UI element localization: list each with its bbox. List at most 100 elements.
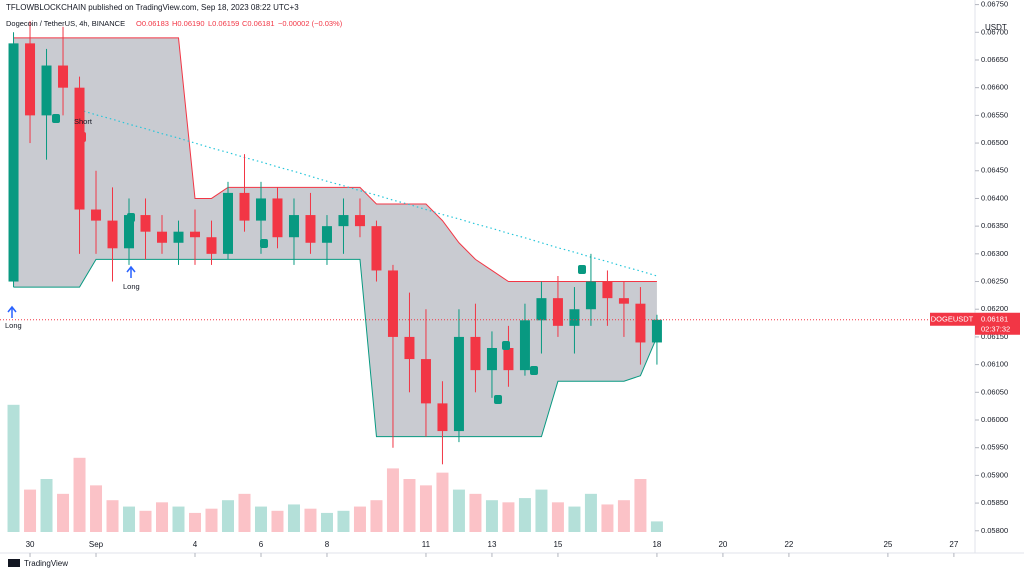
- volume-bar: [40, 479, 53, 532]
- logo: [8, 559, 20, 567]
- symbol: Dogecoin / TetherUS, 4h, BINANCE: [6, 19, 125, 28]
- volume-bar: [172, 506, 185, 532]
- volume-bar: [287, 504, 300, 532]
- long-arrow: [126, 265, 136, 278]
- x-tick-label: 6: [259, 540, 264, 549]
- candle-body: [222, 192, 233, 254]
- band-area: [13, 37, 657, 437]
- candle-body: [519, 320, 530, 371]
- volume-bar: [386, 468, 399, 532]
- plot: [7, 21, 663, 532]
- x-tick-label: 20: [718, 540, 727, 549]
- candle-body: [569, 309, 580, 326]
- volume-bar: [90, 485, 103, 532]
- candle-body: [140, 215, 151, 232]
- candle-body: [503, 347, 514, 371]
- x-tick-label: 22: [784, 540, 793, 549]
- y-tick-label: 0.06700: [981, 27, 1008, 36]
- candle-body: [91, 209, 102, 221]
- candle-body: [354, 215, 365, 227]
- x-tick-label: 25: [883, 540, 892, 549]
- volume-bar: [518, 498, 531, 532]
- long-label: Long: [5, 321, 22, 330]
- y-tick-label: 0.06100: [981, 360, 1008, 369]
- band-lower: [13, 258, 658, 438]
- short-marker: [77, 132, 86, 142]
- volume-bar: [221, 500, 234, 532]
- volume-bar: [57, 493, 70, 532]
- candle-body: [387, 270, 398, 337]
- y-tick-label: 0.06450: [981, 166, 1008, 175]
- ohlc-close: C0.06181: [242, 19, 275, 28]
- candle-body: [651, 319, 662, 343]
- x-tick-label: 15: [553, 540, 562, 549]
- ohlc-high: H0.06190: [172, 19, 205, 28]
- y-tick-label: 0.06550: [981, 110, 1008, 119]
- candle-body: [305, 215, 316, 243]
- candle-body: [190, 231, 200, 238]
- candle-body: [618, 298, 629, 304]
- candle-body: [536, 298, 547, 321]
- buy-marker: [52, 114, 60, 123]
- short-label: Short: [74, 117, 93, 126]
- x-tick-label: 27: [949, 540, 958, 549]
- volume-bar: [254, 506, 267, 532]
- candle-body: [124, 215, 135, 249]
- volume-bar: [584, 493, 597, 532]
- volume-bar: [452, 489, 465, 532]
- volume-bar: [485, 500, 498, 532]
- volume-bar: [502, 502, 515, 532]
- volume-bar: [106, 500, 119, 532]
- y-tick-label: 0.06250: [981, 277, 1008, 286]
- y-tick-label: 0.06600: [981, 83, 1008, 92]
- volume-bar: [123, 506, 136, 532]
- price-tag: [975, 312, 1020, 335]
- volume-bar: [156, 502, 169, 532]
- y-tick-label: 0.06750: [981, 0, 1008, 9]
- candle-body: [371, 226, 382, 271]
- y-tick-label: 0.06300: [981, 249, 1008, 258]
- moving-average: [79, 109, 658, 277]
- volume-bar: [73, 457, 86, 532]
- long-arrow: [7, 305, 17, 318]
- candle-body: [602, 281, 613, 299]
- candle-body: [272, 198, 283, 238]
- y-tick-label: 0.05850: [981, 498, 1008, 507]
- y-tick-label: 0.06050: [981, 387, 1008, 396]
- candle-body: [255, 198, 266, 221]
- footer: TradingView: [24, 559, 68, 568]
- candle-body: [437, 403, 448, 432]
- x-tick-label: 30: [26, 540, 35, 549]
- y-tick-label: 0.06200: [981, 304, 1008, 313]
- y-tick-label: 0.05800: [981, 526, 1008, 535]
- volume-bar: [320, 512, 333, 532]
- candle-body: [157, 231, 168, 243]
- candle-body: [239, 192, 250, 221]
- candle-body: [470, 336, 481, 371]
- volume-bar: [304, 508, 317, 532]
- buy-marker: [494, 395, 502, 404]
- ohlc-open: O0.06183: [136, 19, 169, 28]
- volume-bar: [650, 521, 663, 532]
- volume-bar: [238, 493, 251, 532]
- volume-bar: [634, 479, 647, 532]
- ticker-tag: [930, 312, 975, 326]
- band-upper: [13, 37, 657, 283]
- candle-body: [25, 43, 36, 116]
- candle-body: [8, 43, 19, 282]
- volume-bar: [205, 508, 218, 532]
- ticker-label: DOGEUSDT: [931, 315, 974, 324]
- x-tick-label: 18: [652, 540, 661, 549]
- volume-bar: [353, 506, 366, 532]
- candle-body: [420, 359, 431, 404]
- volume-bar: [24, 489, 37, 532]
- candle-body: [635, 303, 646, 343]
- y-tick-label: 0.05900: [981, 470, 1008, 479]
- y-tick-label: 0.06000: [981, 415, 1008, 424]
- candle-body: [486, 347, 497, 371]
- price-label: 0.06181: [981, 315, 1008, 324]
- volume-bar: [337, 510, 350, 532]
- volume-bar: [370, 500, 383, 532]
- volume-bar: [551, 502, 564, 532]
